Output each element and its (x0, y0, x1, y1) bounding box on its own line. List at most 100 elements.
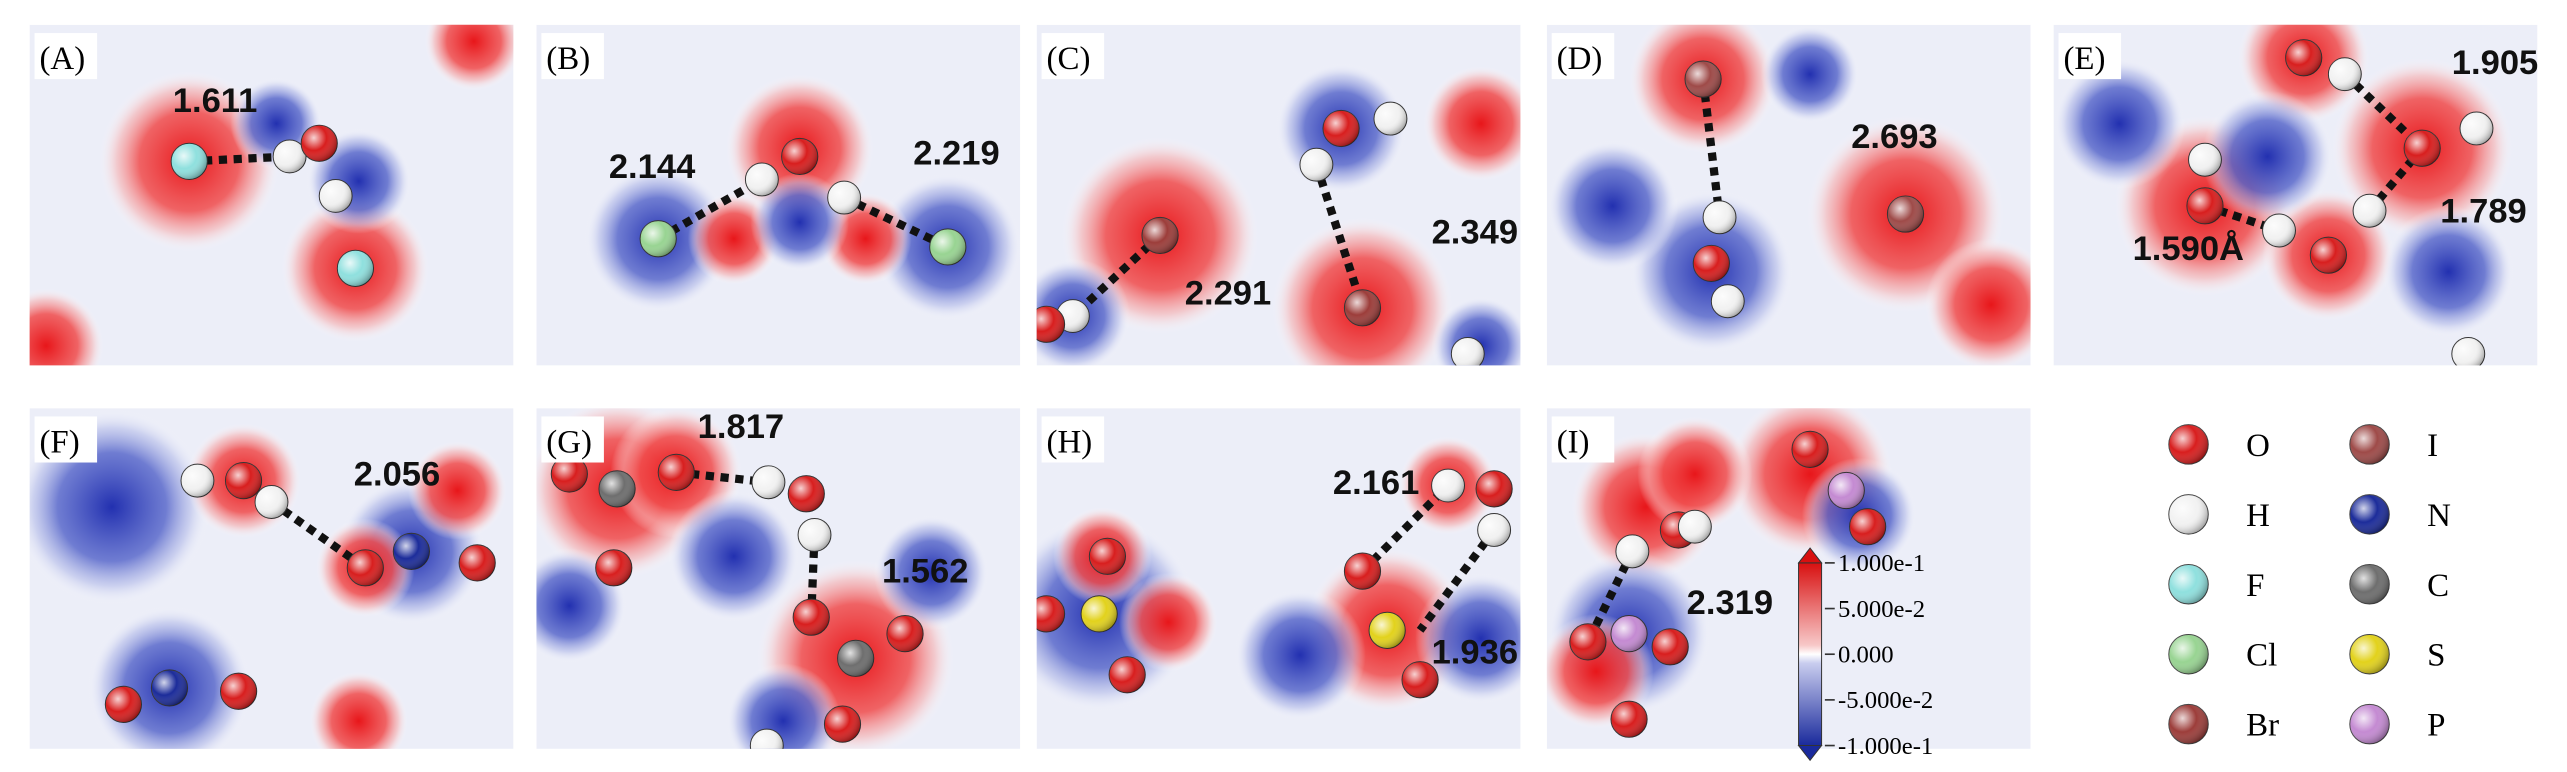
atom-shade (225, 462, 262, 499)
atom-shade (1476, 470, 1513, 507)
density-blob (725, 663, 841, 749)
atom-shade (750, 729, 784, 749)
panel-label-box (1041, 33, 1105, 80)
hbond-line (1416, 527, 1498, 633)
atom-shade (1401, 661, 1439, 698)
atom-shade (1036, 595, 1065, 632)
legend-atom-shade (2349, 494, 2390, 535)
atom-shade (1374, 102, 1407, 136)
atom-shade (1141, 217, 1179, 254)
atom-shade (2328, 57, 2362, 91)
panel-label: (I) (1557, 425, 1590, 461)
atom-shade (347, 549, 384, 586)
panel-label-box (1551, 416, 1615, 463)
panel-label: (D) (1557, 41, 1603, 77)
legend-atom-shade (2349, 564, 2390, 605)
atom-shade (1849, 508, 1886, 545)
panel-map: 1.611 (29, 24, 514, 366)
atom-shade (1887, 195, 1924, 233)
legend-atom-shade (2168, 634, 2209, 674)
colorbar: 1.000e-1 5.000e-2 0.000 -5.000e-2 -1.000e-1 (1797, 547, 1933, 762)
bond-length: 1.590Å (2133, 228, 2244, 268)
panel-label: (H) (1047, 425, 1093, 461)
atom-shade (1089, 538, 1126, 575)
atom-shade (1431, 469, 1465, 503)
atom-shade (181, 464, 214, 498)
atom-shade (1344, 553, 1381, 590)
colorbar-bar (1798, 562, 1823, 747)
atom-shade (781, 138, 818, 175)
density-blob (1760, 24, 1860, 124)
legend-label: C (2427, 568, 2449, 604)
panel-map: 2.056 (29, 408, 514, 749)
atom-shade (2460, 112, 2493, 145)
panel: 2.319 (I) (1546, 408, 2031, 749)
density-blob (424, 24, 514, 91)
atom-shade (2285, 39, 2322, 76)
atom-shade (824, 706, 861, 743)
atom-shade (1369, 612, 1406, 649)
panel-map: 2.319 (1546, 408, 2031, 749)
panel-label: (A) (39, 41, 85, 77)
atom-shade (1610, 615, 1648, 652)
density-blob (1234, 589, 1366, 721)
atom-shade (273, 139, 307, 173)
hbond-line (656, 175, 764, 243)
atom-shade (658, 454, 695, 491)
panel: 2.056 (F) (29, 408, 514, 749)
panel: 1.611 (A) (29, 24, 514, 366)
atom-shade (886, 615, 924, 652)
density-blob (1637, 416, 1753, 532)
atom-shade (393, 533, 430, 570)
atom-shade (1610, 701, 1648, 738)
atom-shade (171, 143, 208, 180)
panel-label-box (1041, 416, 1105, 463)
legend-label: P (2427, 708, 2445, 744)
bond-length: 1.936 (1432, 633, 1518, 671)
panel-label-box (2058, 33, 2122, 80)
atom-shade (319, 179, 353, 213)
atom-shade (640, 220, 677, 257)
colorbar-arrow-bottom (1797, 745, 1823, 762)
atom-shade (255, 485, 288, 519)
bond-length: 2.144 (609, 148, 696, 186)
atom-shade (1036, 306, 1065, 343)
bond-length: 2.291 (1185, 275, 1271, 313)
hbond-line (1359, 482, 1451, 575)
panel-map: 1.817 1.562 (536, 408, 1021, 749)
panel-label-box (541, 33, 604, 80)
atom-shade (1652, 628, 1689, 665)
bond-length: 1.562 (882, 553, 968, 591)
legend-atom-shade (2168, 424, 2209, 465)
panel-label-box (541, 416, 604, 463)
legend-label: Cl (2246, 638, 2277, 674)
atom-shade (1791, 431, 1829, 468)
panel-label-box (34, 416, 98, 463)
density-blob (873, 515, 989, 631)
atom-shade (2262, 214, 2296, 247)
bond-length: 2.693 (1851, 118, 1937, 156)
atom-shade (459, 544, 496, 581)
atom-shade (1081, 595, 1118, 633)
bond-length: 1.817 (698, 408, 784, 446)
atom-shade (1344, 289, 1381, 326)
bond-length: 1.789 (2440, 192, 2526, 230)
hbond-line (1070, 232, 1163, 320)
legend-label: F (2246, 568, 2264, 604)
atom-shade (837, 640, 874, 677)
colorbar-tick-label: 5.000e-2 (1838, 596, 1925, 623)
panel-label: (B) (546, 41, 590, 77)
panel-map: 2.693 (1546, 24, 2031, 366)
bond-length: 2.056 (354, 456, 440, 494)
atom-shade (751, 465, 785, 499)
hbond-line (1312, 163, 1367, 310)
legend-atom-shade (2349, 634, 2390, 674)
atom-shade (2310, 237, 2347, 274)
legend-label: I (2427, 428, 2438, 464)
atom-shade (1828, 472, 1865, 509)
colorbar-tick-label: 0.000 (1838, 641, 1894, 668)
bond-length: 2.161 (1333, 464, 1419, 502)
legend-label: N (2427, 498, 2451, 534)
